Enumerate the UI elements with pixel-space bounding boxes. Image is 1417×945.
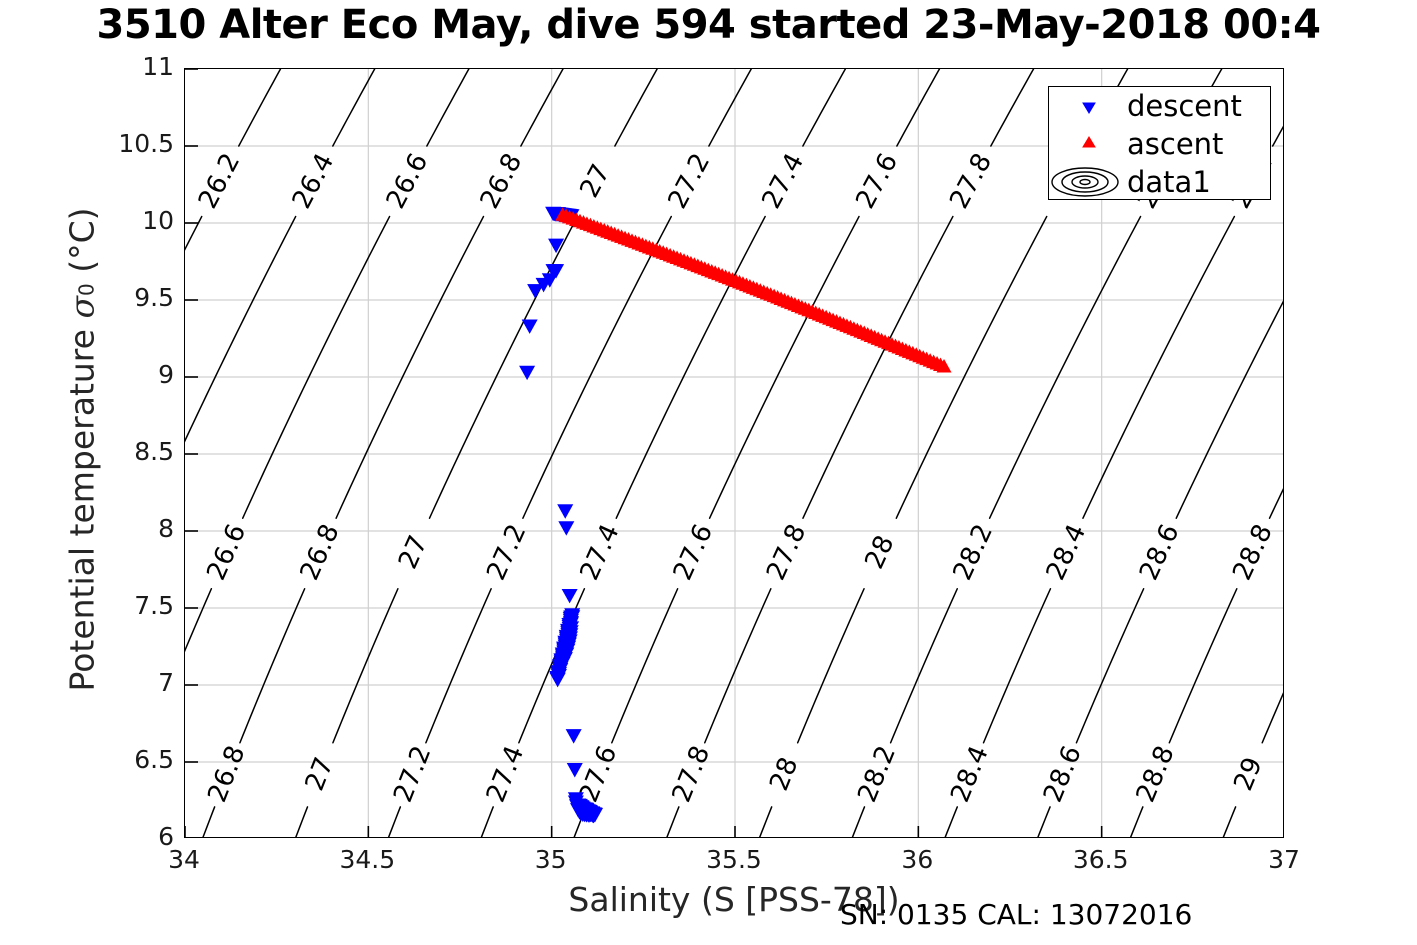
contour-label: 27.8 <box>761 520 812 585</box>
contour-label: 27.8 <box>944 149 998 214</box>
legend-label-descent: descent <box>1127 88 1242 123</box>
tick-marks <box>185 69 1103 837</box>
y-axis-label-sigma: σ <box>62 296 102 319</box>
data-marker <box>565 729 582 744</box>
contour-lines <box>185 69 1283 837</box>
y-tick-label: 7 <box>158 668 174 697</box>
contour-label: 27 <box>393 531 434 573</box>
x-tick-label: 36 <box>901 845 934 874</box>
contour-label: 28 <box>859 531 900 574</box>
contour-label: 28.6 <box>1134 520 1186 585</box>
x-tick-label: 36.5 <box>1072 845 1129 874</box>
contour-label: 28.2 <box>948 520 999 585</box>
contour-label: 28.8 <box>1131 742 1181 807</box>
x-tick-label: 35.5 <box>706 845 762 874</box>
legend-item-descent[interactable]: descent <box>1049 87 1270 125</box>
series-descent <box>519 206 604 824</box>
legend-label-data1: data1 <box>1127 164 1211 199</box>
y-axis-label-sigma-sub: 0 <box>74 283 99 297</box>
contour-label: 28.4 <box>945 742 995 807</box>
contour-label: 27 <box>574 160 616 203</box>
y-tick-label: 9.5 <box>134 283 174 312</box>
contour-label: 27 <box>300 753 340 795</box>
y-tick-label: 11 <box>142 52 174 81</box>
contour-label: 28.2 <box>852 742 902 807</box>
contour-label: 26.6 <box>381 149 435 214</box>
triangle-up-icon <box>1049 125 1127 163</box>
y-tick-label: 7.5 <box>134 591 174 620</box>
x-tick-label: 34 <box>168 845 200 874</box>
contour-rings-icon <box>1049 163 1127 201</box>
contour-label: 26.8 <box>202 742 251 807</box>
y-tick-label: 8 <box>158 514 174 543</box>
legend-item-data1[interactable]: data1 <box>1049 163 1270 201</box>
data-marker <box>558 521 575 536</box>
data-marker <box>521 319 538 334</box>
series-ascent <box>555 207 952 373</box>
contour-label: 27.2 <box>663 149 717 214</box>
plot-area: 26.2 26.4 26.6 26.6 26.8 26.8 26.8 27 27 27 27.2 27… <box>184 68 1284 838</box>
contour-label: 26.8 <box>295 520 346 585</box>
data-marker <box>527 284 544 299</box>
y-axis-label: Potential temperature σ0 (°C) <box>63 100 102 800</box>
legend-item-ascent[interactable]: ascent <box>1049 125 1270 163</box>
contour-label: 27.6 <box>850 149 904 214</box>
contour-label: 27.2 <box>481 520 532 585</box>
contour-label: 27.4 <box>575 520 626 585</box>
data-marker <box>549 672 566 688</box>
contour-label: 27.6 <box>668 520 719 585</box>
data-marker <box>586 807 604 823</box>
y-tick-label: 9 <box>158 360 174 389</box>
y-tick-label: 10.5 <box>118 129 174 158</box>
contour-labels: 26.2 26.4 26.6 26.6 26.8 26.8 26.8 27 27 27 27.2 27… <box>193 149 1280 807</box>
contour-label: 27.4 <box>481 742 530 807</box>
data-marker <box>936 358 952 373</box>
y-tick-label: 6.5 <box>134 745 174 774</box>
x-tick-label: 35 <box>534 845 567 874</box>
contour-label: 27.8 <box>667 742 716 807</box>
page-title: 3510 Alter Eco May, dive 594 started 23-… <box>96 2 1321 48</box>
contour-label: 26.6 <box>201 520 252 585</box>
triangle-down-icon <box>1049 87 1127 125</box>
data-marker <box>561 589 578 604</box>
y-axis-label-units: (°C) <box>62 207 102 273</box>
contour-label: 29 <box>1228 753 1268 795</box>
x-tick-label: 34.5 <box>339 845 396 874</box>
contour-label: 28 <box>764 753 804 795</box>
legend-label-ascent: ascent <box>1127 126 1224 161</box>
contour-label: 27.4 <box>756 149 810 214</box>
contour-label: 28.4 <box>1041 520 1092 585</box>
data-marker <box>548 238 565 254</box>
x-axis-label: Salinity (S [PSS-78]) <box>568 880 900 919</box>
contour-label: 28.8 <box>1227 520 1279 585</box>
y-tick-label: 8.5 <box>134 437 174 466</box>
data-marker <box>519 365 536 381</box>
plot-canvas: 26.2 26.4 26.6 26.6 26.8 26.8 26.8 27 27 27 27.2 27… <box>185 69 1283 837</box>
contour-label: 26.4 <box>287 149 341 214</box>
legend[interactable]: descent ascent data1 <box>1048 86 1271 200</box>
contour-label: 27.2 <box>388 742 437 807</box>
contour-label: 28.6 <box>1038 742 1088 807</box>
y-tick-label: 10 <box>142 206 174 235</box>
y-axis-label-main: Potential temperature <box>62 329 102 692</box>
sensor-annotation: SN: 0135 CAL: 13072016 <box>840 898 1193 931</box>
y-tick-label: 6 <box>158 822 174 851</box>
x-tick-label: 37 <box>1268 845 1300 874</box>
contour-label: 26.2 <box>193 149 246 214</box>
data-marker <box>566 763 583 778</box>
data-marker <box>548 264 565 279</box>
data-marker <box>557 504 574 519</box>
contour-label: 26.8 <box>475 149 529 214</box>
